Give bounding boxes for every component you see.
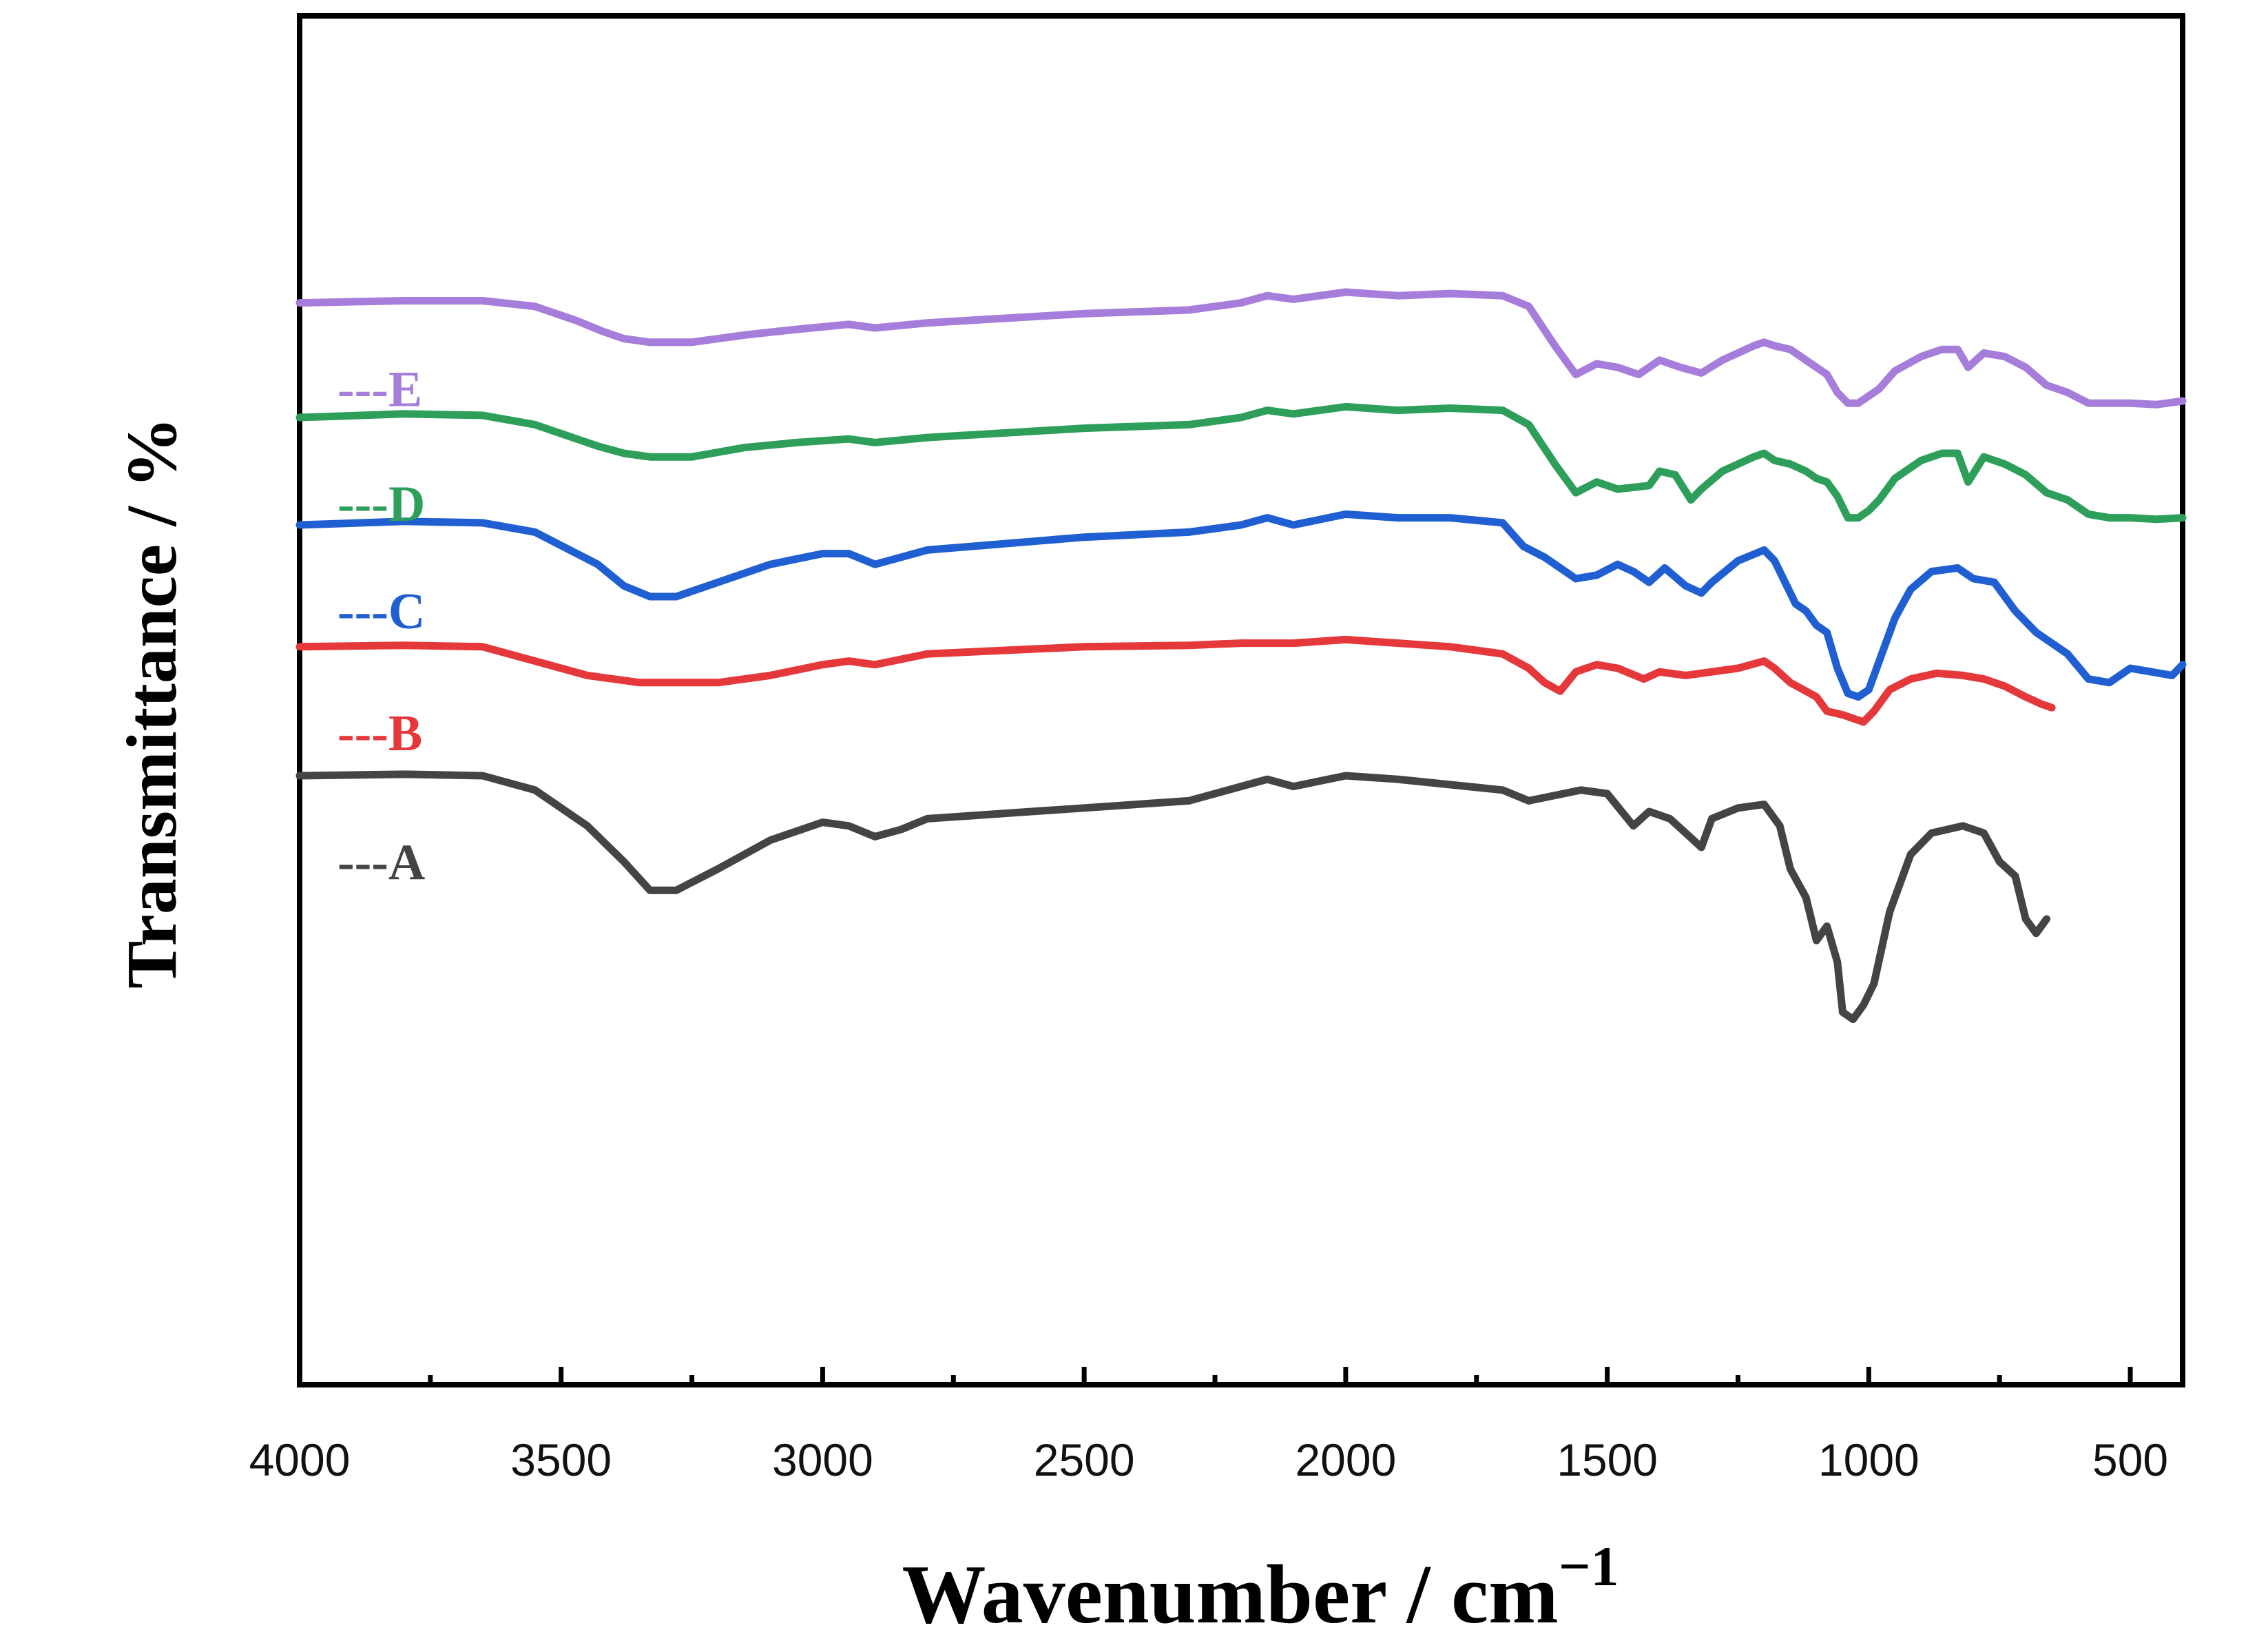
x-tick-label: 4000 bbox=[249, 1434, 351, 1485]
series-line-a bbox=[295, 770, 2050, 1024]
x-axis-title-main: Wavenumber / cm bbox=[902, 1548, 1558, 1641]
x-tick-label: 1000 bbox=[1818, 1434, 1920, 1485]
legend-label-a: ---A bbox=[337, 834, 425, 891]
legend-label-c: ---C bbox=[337, 584, 425, 640]
series-line-e bbox=[295, 288, 2187, 409]
series-line-d bbox=[295, 402, 2187, 524]
x-axis-title-superscript: −1 bbox=[1559, 1535, 1619, 1598]
legend-label-e: ---E bbox=[337, 362, 422, 418]
x-tick-label: 500 bbox=[2092, 1434, 2168, 1485]
x-tick-label: 2500 bbox=[1034, 1434, 1135, 1485]
x-ticks: 4000 3500 3000 2500 2000 1500 1000 500 bbox=[249, 1367, 2168, 1485]
x-axis-title: Wavenumber / cm−1 bbox=[902, 1535, 1619, 1641]
x-tick-label: 1500 bbox=[1557, 1434, 1658, 1485]
legend-layer: ---A ---B ---C ---D ---E bbox=[337, 362, 425, 891]
series-layer bbox=[295, 288, 2187, 1024]
series-line-b bbox=[295, 635, 2056, 726]
y-axis-title: Transmittance / % bbox=[112, 417, 191, 989]
legend-label-b: ---B bbox=[337, 705, 422, 762]
plot-frame bbox=[297, 13, 2185, 1387]
x-tick-label: 3000 bbox=[772, 1434, 873, 1485]
x-tick-label: 2000 bbox=[1295, 1434, 1396, 1485]
series-line-c bbox=[295, 510, 2187, 701]
legend-label-d: ---D bbox=[337, 476, 425, 533]
x-tick-label: 3500 bbox=[510, 1434, 612, 1485]
